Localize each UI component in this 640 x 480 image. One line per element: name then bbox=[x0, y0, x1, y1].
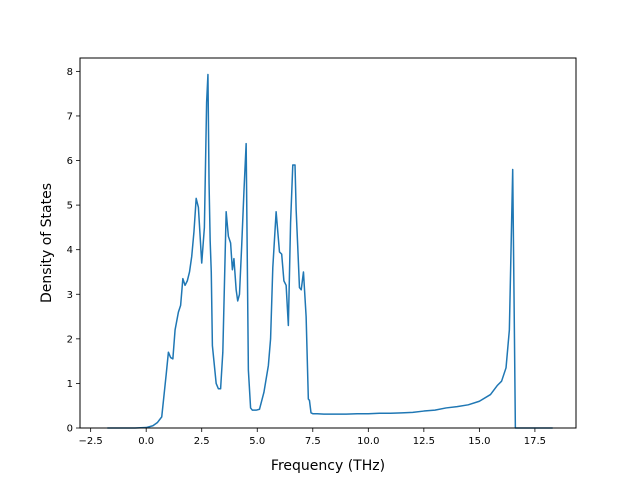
y-tick-label: 4 bbox=[67, 245, 73, 256]
x-tick-label: 5.0 bbox=[249, 436, 265, 447]
x-tick-label: 0.0 bbox=[138, 436, 154, 447]
y-tick-label: 0 bbox=[67, 424, 73, 435]
y-tick-label: 8 bbox=[67, 67, 73, 78]
y-tick-label: 1 bbox=[67, 379, 73, 390]
y-tick-label: 7 bbox=[67, 111, 73, 122]
plot-area bbox=[80, 58, 576, 428]
x-tick-label: 17.5 bbox=[524, 436, 546, 447]
y-tick-label: 6 bbox=[67, 156, 73, 167]
plot-frame bbox=[79, 57, 577, 429]
x-tick-label: 7.5 bbox=[305, 436, 321, 447]
x-axis-ticks: −2.5 0.0 2.5 5.0 7.5 10.0 12.5 15.0 17.5 bbox=[79, 428, 546, 447]
x-tick-label: −2.5 bbox=[79, 436, 103, 447]
series-line bbox=[107, 73, 553, 429]
y-tick-label: 3 bbox=[67, 290, 73, 301]
x-tick-label: 15.0 bbox=[468, 436, 490, 447]
x-axis-label: Frequency (THz) bbox=[271, 458, 385, 474]
y-tick-label: 2 bbox=[67, 334, 73, 345]
x-tick-label: 10.0 bbox=[357, 436, 379, 447]
x-tick-label: 12.5 bbox=[413, 436, 435, 447]
x-tick-label: 2.5 bbox=[194, 436, 210, 447]
y-tick-label: 5 bbox=[67, 201, 73, 212]
y-axis-label: Density of States bbox=[39, 183, 55, 303]
y-axis-ticks: 0 1 2 3 4 5 6 7 8 bbox=[67, 67, 80, 435]
